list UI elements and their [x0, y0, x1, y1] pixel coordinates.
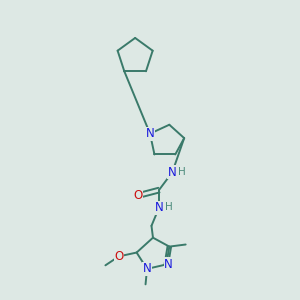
Text: N: N — [143, 262, 152, 275]
Text: H: H — [165, 202, 172, 212]
Text: N: N — [168, 166, 177, 179]
Text: N: N — [164, 258, 173, 271]
Text: H: H — [178, 167, 186, 177]
Text: N: N — [146, 127, 154, 140]
Text: O: O — [114, 250, 123, 263]
Text: N: N — [154, 202, 163, 214]
Text: O: O — [134, 189, 143, 202]
